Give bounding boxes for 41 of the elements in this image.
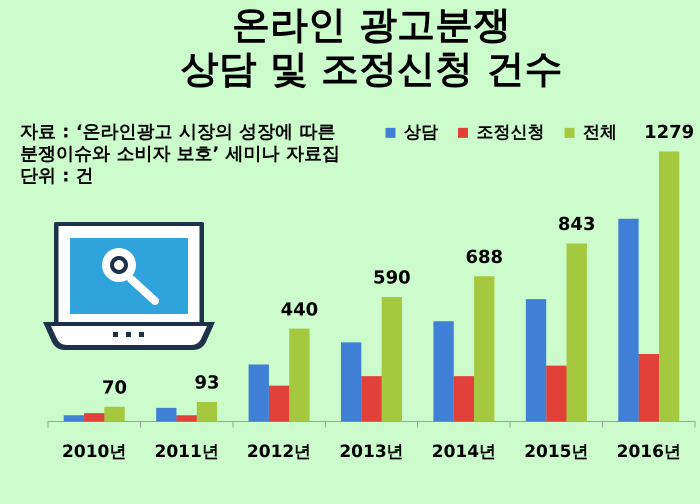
x-tick-label: 2013년 [339,442,404,462]
data-label: 93 [194,372,220,394]
data-label: 1279 [644,122,694,144]
bar [176,415,197,422]
bar [658,151,680,422]
bar [248,364,269,422]
data-label: 590 [373,268,411,289]
bar [526,299,546,422]
bar [454,376,474,422]
bar [618,218,639,422]
legend-label: 조정신청 [476,122,544,142]
bar [289,328,310,422]
bar [638,354,659,422]
data-label: 688 [465,246,504,268]
bar [474,276,494,422]
x-tick-label: 2014년 [432,442,496,462]
annotation: 자료 : ‘온라인광고 시장의 성장에 따른 분쟁이슈와 소비자 보호’ 세미나 자료집 [20,122,340,165]
annotation: 단위 : 건 [20,166,94,187]
bar [104,406,125,422]
bar [84,413,104,422]
chart-title: 온라인 광고분쟁 상담 및 조정신청 건수 [180,2,562,90]
bar [382,296,402,422]
x-tick-label: 2016년 [616,442,681,462]
x-tick-label: 2010년 [62,442,126,462]
bar [566,244,587,422]
bar [268,386,290,422]
bar [546,366,567,422]
data-label: 440 [280,299,318,320]
x-tick-label: 2015년 [524,442,589,462]
bar [341,342,362,422]
legend-label: 상담 [404,122,438,142]
data-label: 843 [558,214,596,236]
bar [433,321,454,422]
x-tick-label: 2012년 [246,442,312,462]
bar [64,415,84,422]
bar [196,402,218,422]
legend-label: 전체 [583,122,617,142]
data-label: 70 [102,377,128,398]
bar [156,408,176,422]
bar [361,376,382,422]
x-tick-label: 2011년 [154,442,219,462]
